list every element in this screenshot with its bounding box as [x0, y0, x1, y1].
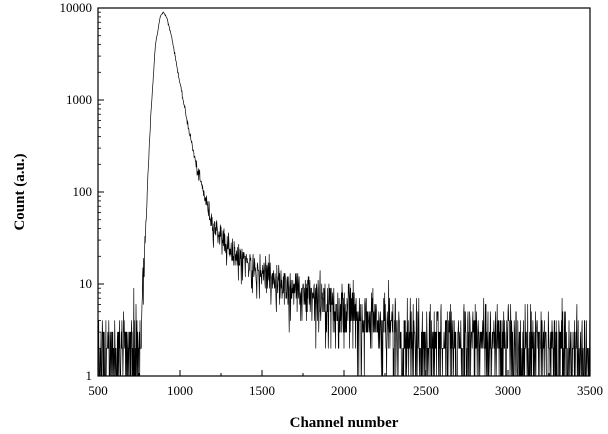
y-tick-label: 1000: [66, 92, 92, 107]
x-tick-label: 1500: [249, 383, 275, 398]
x-tick-label: 1000: [167, 383, 193, 398]
x-tick-label: 2000: [331, 383, 357, 398]
x-tick-label: 3500: [577, 383, 603, 398]
x-tick-label: 500: [88, 383, 108, 398]
x-tick-label: 2500: [413, 383, 439, 398]
y-axis-ticks: 1 10 100 1000 10000: [60, 0, 104, 383]
x-axis-ticks: 500 1000 1500 2000 2500 3000 3500: [88, 370, 603, 398]
y-axis-title: Count (a.u.): [12, 153, 28, 230]
y-tick-label: 10: [79, 276, 92, 291]
y-tick-label: 100: [73, 184, 93, 199]
series-line: [97, 11, 591, 377]
x-tick-label: 3000: [495, 383, 521, 398]
y-tick-label: 1: [86, 368, 93, 383]
series-counts: [97, 11, 591, 377]
x-axis-title: Channel number: [290, 415, 399, 431]
y-tick-label: 10000: [60, 0, 93, 15]
